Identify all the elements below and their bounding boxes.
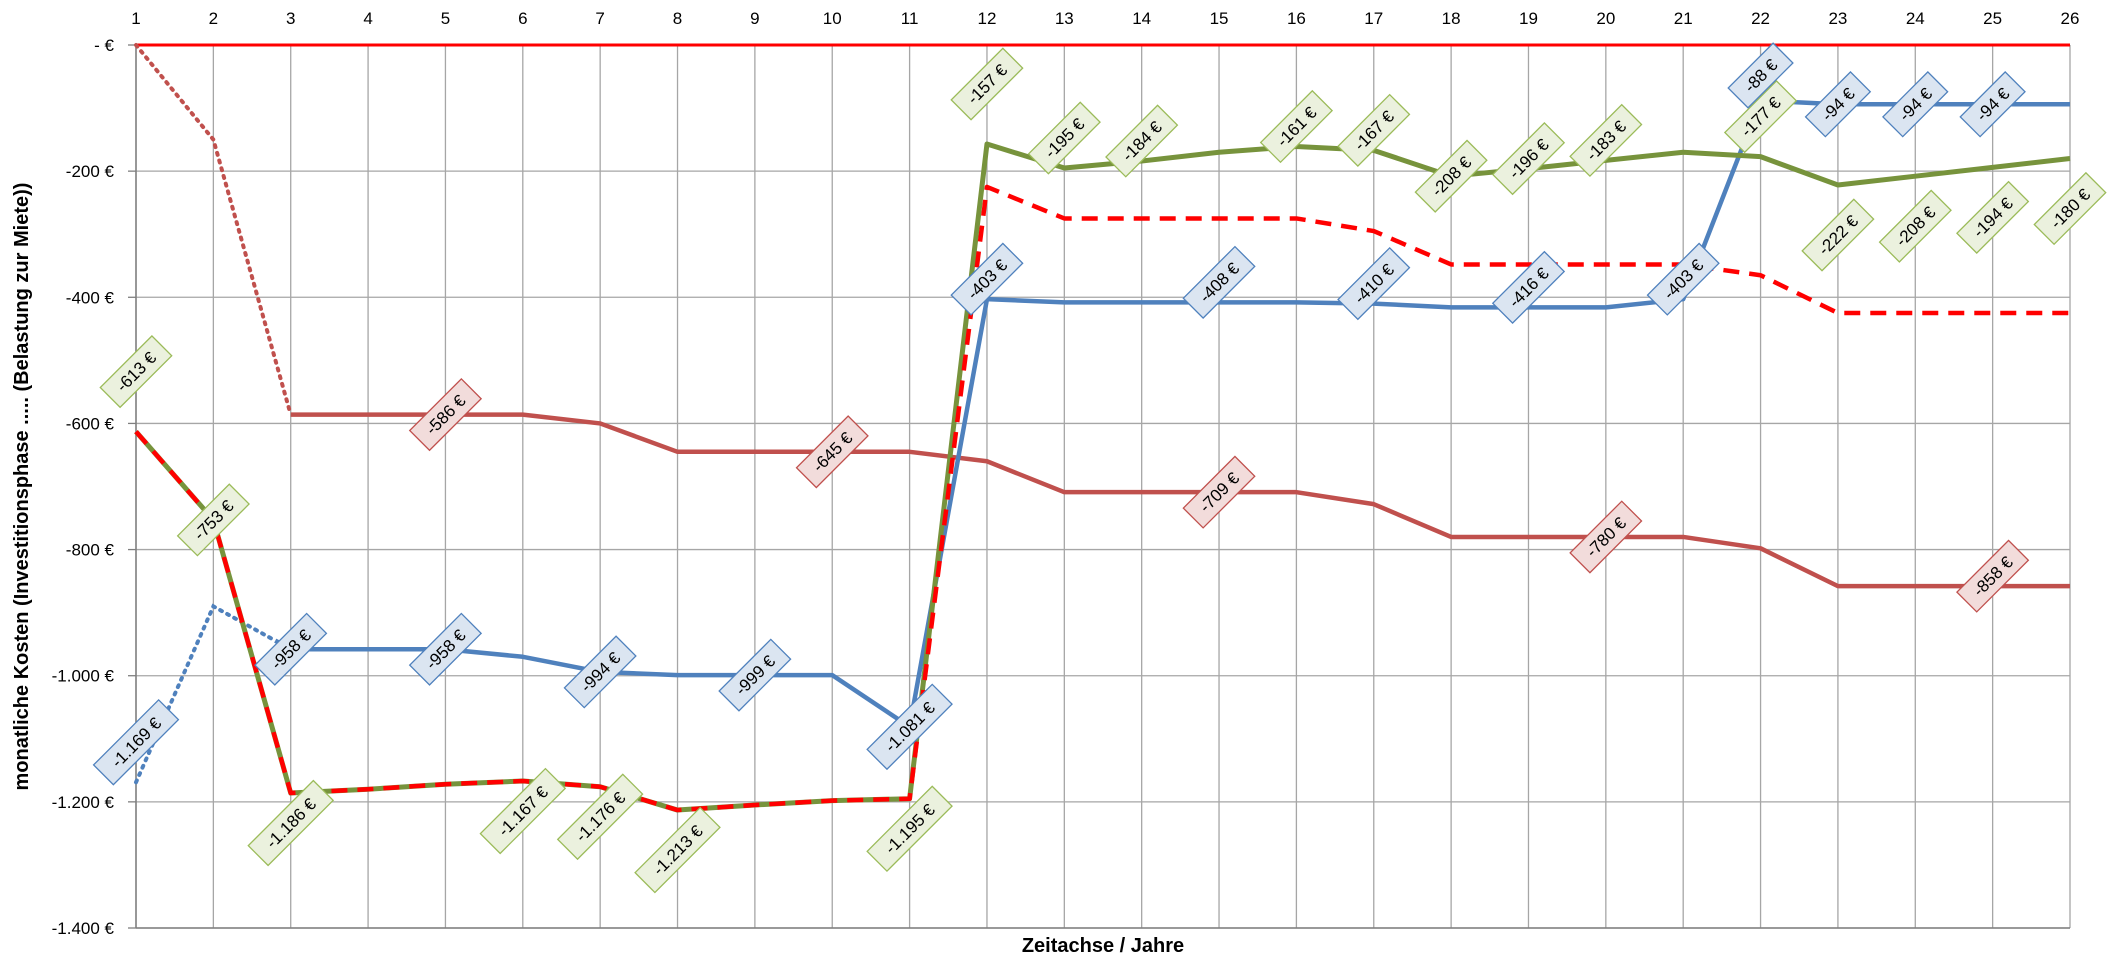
data-label-box <box>1727 42 1794 109</box>
data-label-box <box>1491 121 1566 196</box>
y-tick-label: -400 € <box>66 288 115 307</box>
y-tick-label: -600 € <box>66 414 115 433</box>
x-tick-label: 20 <box>1596 9 1615 28</box>
axis-ticks: - € -200 € -400 € -600 € -800 € -1.000 € -1.20… <box>52 9 2080 938</box>
y-tick-label: -1.000 € <box>52 667 115 686</box>
series-line <box>134 141 2071 813</box>
data-label-box <box>950 47 1024 121</box>
x-tick-label: 18 <box>1442 9 1461 28</box>
data-label: -709 € <box>1182 455 1256 529</box>
data-label: -416 € <box>1491 250 1566 325</box>
y-tick-label: - € <box>94 36 114 55</box>
y-tick-label: -800 € <box>66 541 115 560</box>
data-label-box <box>866 683 953 771</box>
x-tick-label: 24 <box>1906 9 1925 28</box>
x-tick-label: 21 <box>1674 9 1693 28</box>
series-line <box>274 98 2070 730</box>
data-label-box <box>634 806 721 894</box>
data-label-box <box>1182 455 1256 529</box>
data-label: -1.186 € <box>247 779 335 867</box>
data-label-box <box>795 415 869 489</box>
x-axis-title: Zeitachse / Jahre <box>1022 935 1184 956</box>
data-label-box <box>1027 101 1101 175</box>
x-tick-label: 17 <box>1364 9 1383 28</box>
data-label-box <box>718 638 792 712</box>
data-label-box <box>408 377 483 452</box>
x-tick-label: 9 <box>750 9 759 28</box>
series-line-dotted <box>134 43 293 417</box>
data-label: -94 € <box>1804 71 1872 138</box>
y-tick-label: -1.400 € <box>52 919 115 938</box>
data-label: -408 € <box>1182 245 1256 319</box>
data-label-box <box>1878 189 1952 263</box>
x-tick-label: 5 <box>441 9 450 28</box>
series-line-dashed <box>134 184 2070 813</box>
x-tick-label: 8 <box>673 9 682 28</box>
data-label-box <box>247 779 335 867</box>
data-label-box <box>1259 89 1334 164</box>
data-label: -222 € <box>1801 198 1875 272</box>
gridlines <box>135 43 2071 929</box>
data-label-box <box>1337 246 1411 321</box>
x-tick-label: 14 <box>1132 9 1151 28</box>
data-label-box <box>1569 500 1643 574</box>
x-tick-label: 15 <box>1210 9 1229 28</box>
data-label-box <box>1804 71 1872 138</box>
series-line-dotted <box>134 603 278 785</box>
x-tick-label: 2 <box>209 9 218 28</box>
data-label-box <box>1801 198 1875 272</box>
x-tick-label: 22 <box>1751 9 1770 28</box>
x-tick-label: 19 <box>1519 9 1538 28</box>
x-tick-label: 25 <box>1983 9 2002 28</box>
data-label-box <box>1105 104 1179 178</box>
data-label-box <box>1959 71 2026 138</box>
data-label-box <box>1491 250 1566 325</box>
x-tick-label: 12 <box>977 9 996 28</box>
data-label-box <box>563 635 637 709</box>
x-tick-label: 10 <box>823 9 842 28</box>
x-tick-label: 13 <box>1055 9 1074 28</box>
x-tick-label: 1 <box>131 9 140 28</box>
x-tick-label: 23 <box>1828 9 1847 28</box>
x-tick-label: 16 <box>1287 9 1306 28</box>
data-label-box <box>92 698 180 786</box>
data-label-box <box>2033 171 2107 246</box>
y-tick-label: -1.200 € <box>52 793 115 812</box>
y-axis-title: monatliche Kosten (Investitionsphase ...… <box>11 183 33 791</box>
data-label-box <box>1956 180 2030 254</box>
data-label-box <box>176 483 250 557</box>
data-label: -753 € <box>176 483 250 557</box>
data-labels: -613 €-753 €-1.186 € -1.167 € -1.176 €-1.2… <box>92 42 2107 894</box>
data-label-box <box>1956 539 2030 613</box>
data-label: -645 € <box>795 415 869 489</box>
data-label-box <box>866 785 953 873</box>
data-label-box <box>1882 71 1949 138</box>
data-label-box <box>408 612 483 686</box>
data-label-box <box>99 334 173 409</box>
data-label-box <box>254 612 328 686</box>
x-tick-label: 4 <box>363 9 372 28</box>
x-tick-label: 11 <box>901 9 919 28</box>
data-label: -1.169 € <box>92 698 180 786</box>
x-tick-label: 6 <box>518 9 527 28</box>
x-tick-label: 26 <box>2061 9 2080 28</box>
data-label-box <box>1723 80 1798 154</box>
data-label: -613 € <box>99 334 173 409</box>
data-label: -183 € <box>1569 103 1643 178</box>
x-tick-label: 7 <box>595 9 604 28</box>
data-label-box <box>1414 139 1488 213</box>
data-label-box <box>479 767 567 855</box>
x-tick-label: 3 <box>286 9 295 28</box>
data-label-box <box>1182 245 1256 319</box>
data-label-box <box>556 773 644 861</box>
data-label-box <box>1337 93 1411 167</box>
data-label-box <box>950 242 1024 316</box>
data-label-box <box>1569 103 1643 178</box>
y-tick-label: -200 € <box>66 162 115 181</box>
series-line <box>290 412 2070 589</box>
data-label-box <box>1646 242 1720 316</box>
